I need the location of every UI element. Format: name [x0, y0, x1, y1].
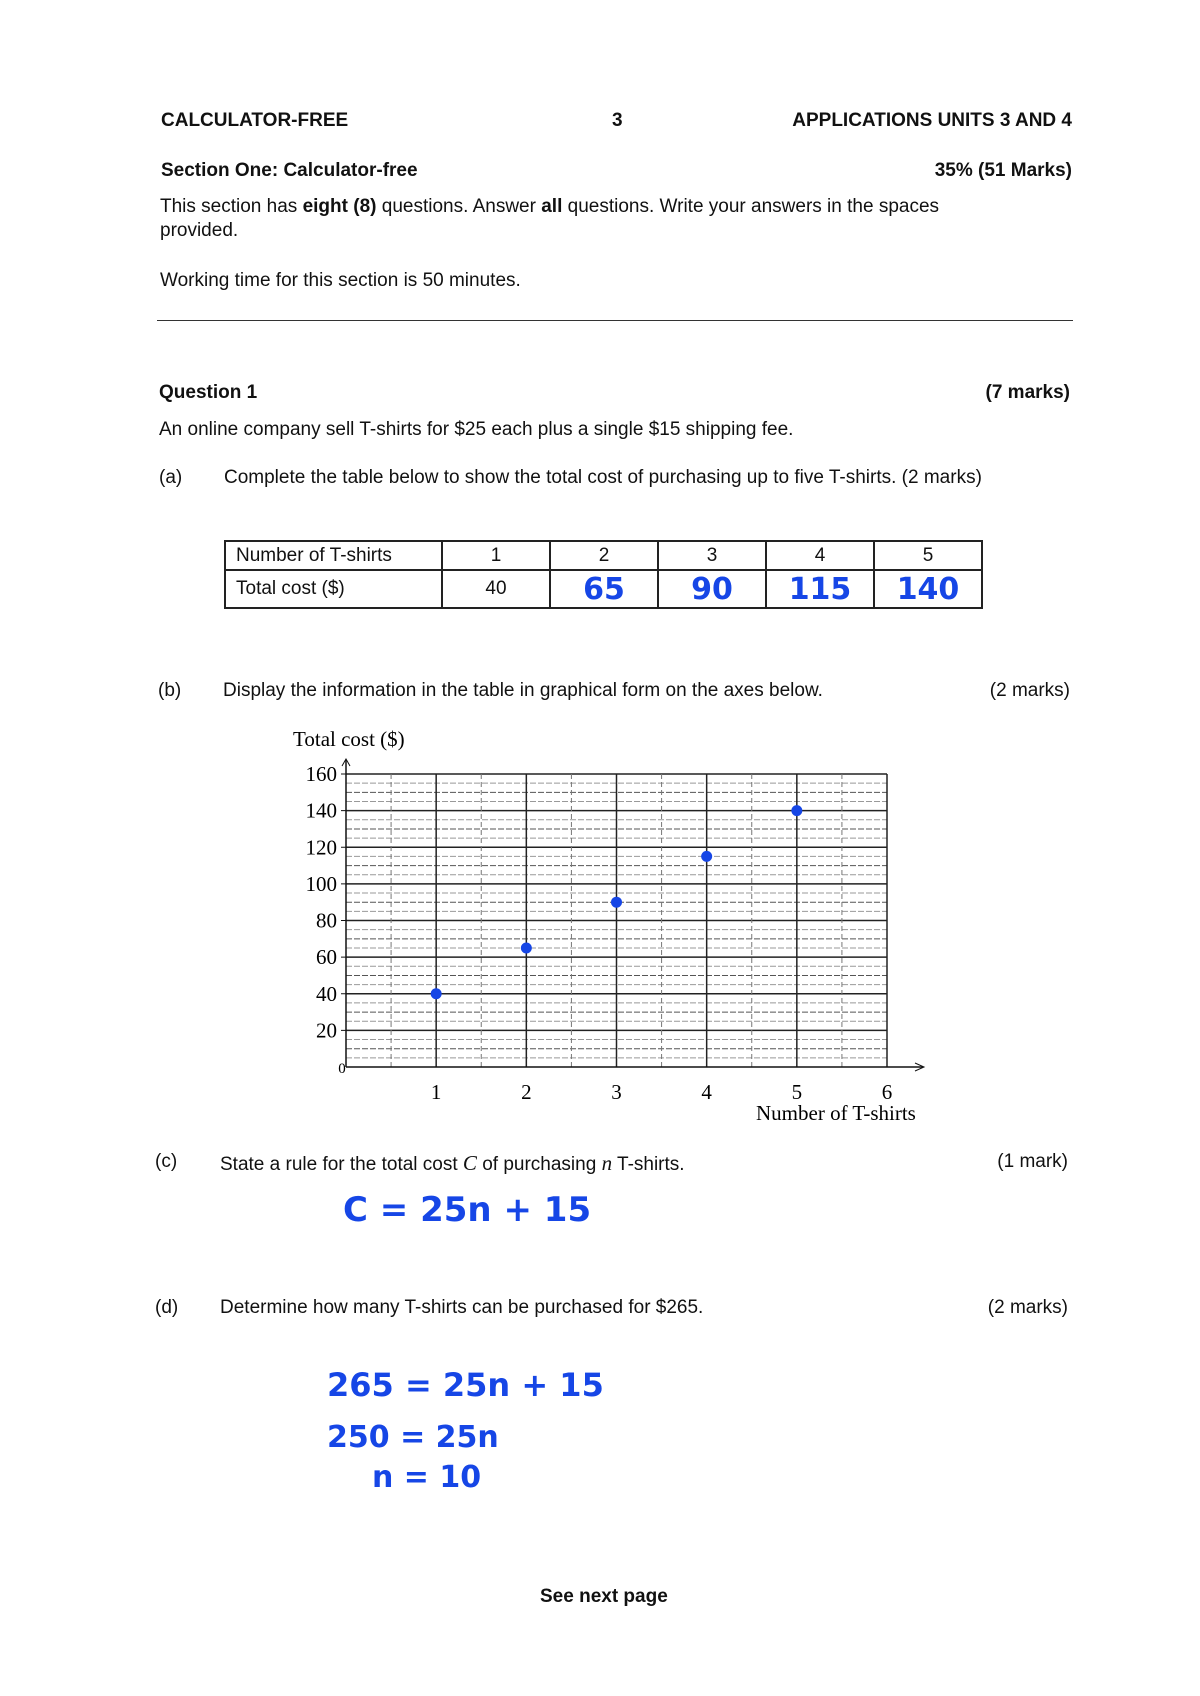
divider: [157, 320, 1073, 321]
y-tick-label: 120: [306, 835, 338, 859]
part-b-text: Display the information in the table in …: [223, 680, 823, 701]
text: all: [541, 196, 563, 217]
part-c-answer: C = 25n + 15: [343, 1190, 592, 1230]
section-title: Section One: Calculator-free: [161, 160, 418, 181]
x-tick-label: 1: [431, 1080, 442, 1104]
handwritten-cell: 90: [657, 569, 767, 609]
y-axis-label: Total cost ($): [293, 727, 405, 751]
cost-graph: 0 20 40 60 80 100 120 140 160 1 2 3 4 5 6 Total cost ($…: [293, 727, 926, 1125]
text: State a rule for the total cost: [220, 1154, 463, 1175]
table-cell: 2: [549, 540, 659, 571]
handwritten-cell: 115: [765, 569, 875, 609]
data-point: [611, 896, 622, 908]
table-cell: Number of T-shirts: [224, 540, 443, 571]
origin-label: 0: [338, 1061, 346, 1077]
text: eight (8): [302, 196, 377, 217]
cost-table: Number of T-shirts 1 2 3 4 5 Total cost …: [224, 540, 983, 609]
question-intro: An online company sell T-shirts for $25 …: [159, 419, 794, 440]
y-tick-label: 80: [316, 909, 337, 933]
part-c-marks: (1 mark): [997, 1151, 1068, 1172]
section-instructions-2: provided.: [160, 220, 239, 241]
section-marks: 35% (51 Marks): [934, 160, 1072, 181]
part-b-label: (b): [158, 680, 182, 701]
part-c-label: (c): [155, 1151, 178, 1172]
table-cell: 5: [873, 540, 983, 571]
question-title: Question 1: [159, 382, 258, 403]
x-tick-label: 5: [792, 1080, 803, 1104]
y-tick-label: 60: [316, 945, 337, 969]
part-a-label: (a): [159, 467, 183, 488]
data-point: [791, 805, 803, 817]
x-tick-label: 4: [701, 1080, 712, 1104]
text: questions. Answer: [376, 196, 542, 217]
part-a-text: Complete the table below to show the tot…: [224, 467, 982, 488]
table-row: Total cost ($) 40 65 90 115 140: [224, 569, 983, 609]
part-b-marks: (2 marks): [989, 680, 1070, 701]
data-point: [430, 988, 442, 1000]
data-point: [701, 850, 713, 862]
part-c-text: State a rule for the total cost C of pur…: [220, 1151, 685, 1176]
table-cell: 3: [657, 540, 767, 571]
part-d-marks: (2 marks): [987, 1297, 1068, 1318]
table-cell: Total cost ($): [224, 569, 443, 609]
table-cell: 4: [765, 540, 875, 571]
variable: C: [462, 1151, 477, 1175]
header-right: APPLICATIONS UNITS 3 AND 4: [792, 110, 1072, 131]
y-tick-label: 40: [316, 982, 337, 1006]
footer: See next page: [540, 1586, 668, 1607]
part-d-text: Determine how many T-shirts can be purch…: [220, 1297, 704, 1318]
x-axis-arrow-icon: [914, 1062, 926, 1072]
text: of purchasing: [476, 1154, 602, 1175]
working-line: n = 10: [372, 1460, 482, 1495]
working-time: Working time for this section is 50 minu…: [160, 270, 521, 291]
header-left: CALCULATOR-FREE: [161, 110, 349, 131]
table-row: Number of T-shirts 1 2 3 4 5: [224, 540, 983, 571]
section-instructions: This section has eight (8) questions. An…: [160, 196, 939, 218]
handwritten-cell: 65: [549, 569, 659, 609]
y-tick-label: 100: [306, 872, 338, 896]
variable: n: [601, 1151, 613, 1175]
part-d-label: (d): [155, 1297, 179, 1318]
y-tick-label: 20: [316, 1018, 337, 1042]
y-tick-label: 160: [306, 762, 338, 786]
working-line: 250 = 25n: [327, 1420, 499, 1455]
text: T-shirts.: [612, 1154, 685, 1175]
text: This section has: [160, 196, 303, 217]
x-axis-label: Number of T-shirts: [756, 1101, 916, 1125]
x-tick-label: 3: [611, 1080, 622, 1104]
x-tick-label: 6: [882, 1080, 893, 1104]
working-line: 265 = 25n + 15: [327, 1366, 604, 1404]
data-point: [520, 942, 532, 954]
page-number: 3: [612, 110, 623, 131]
y-tick-label: 140: [306, 799, 338, 823]
handwritten-cell: 140: [873, 569, 983, 609]
table-cell: 40: [441, 569, 551, 609]
text: questions. Write your answers in the spa…: [562, 196, 940, 217]
question-marks: (7 marks): [985, 382, 1071, 403]
x-tick-label: 2: [521, 1080, 532, 1104]
y-axis-arrow-icon: [341, 757, 351, 767]
table-cell: 1: [441, 540, 551, 571]
